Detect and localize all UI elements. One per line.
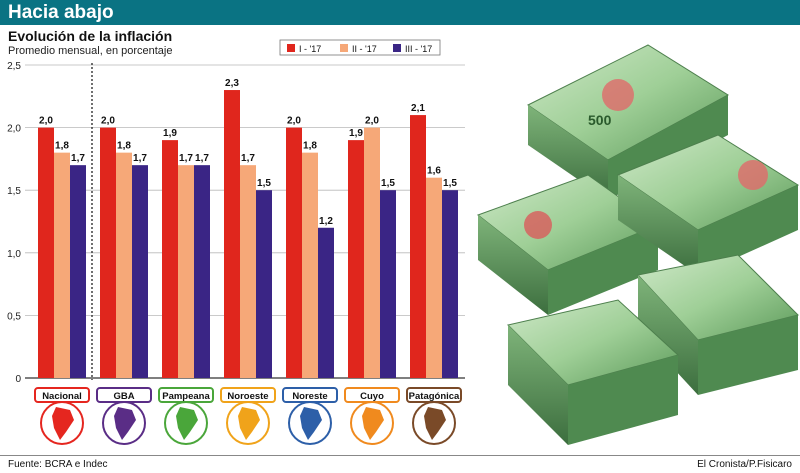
data-label: 2,0 xyxy=(365,116,379,127)
bar xyxy=(348,140,364,378)
region-map-shape xyxy=(114,407,136,440)
data-label: 2,0 xyxy=(287,116,301,127)
banknote-stack xyxy=(616,134,800,275)
data-label: 1,5 xyxy=(443,178,457,189)
legend-label: I - '17 xyxy=(299,44,321,54)
region-label: Nacional xyxy=(42,391,82,402)
banknote-stack xyxy=(507,299,680,445)
bar xyxy=(380,190,396,378)
region-map-shape xyxy=(424,407,446,440)
data-label: 2,0 xyxy=(39,116,53,127)
data-label: 1,7 xyxy=(133,153,147,164)
banknote-value-label: 500 xyxy=(588,112,612,128)
data-label: 1,9 xyxy=(163,128,177,139)
legend-label: III - '17 xyxy=(405,44,432,54)
region-label: Noroeste xyxy=(227,391,268,402)
bar xyxy=(70,165,86,378)
data-label: 1,7 xyxy=(71,153,85,164)
legend-swatch xyxy=(393,44,401,52)
bar xyxy=(426,177,442,378)
bar xyxy=(194,165,210,378)
data-label: 1,8 xyxy=(303,141,317,152)
header-bar: Hacia abajo xyxy=(0,0,800,25)
y-tick-label: 2,5 xyxy=(7,61,21,72)
page-title: Hacia abajo xyxy=(8,2,114,23)
data-label: 2,3 xyxy=(225,78,239,89)
bar xyxy=(54,152,70,378)
banknote-stack xyxy=(476,174,660,315)
bar-chart: 00,51,01,52,02,52,0 2,01,92,32,01,92,11,8… xyxy=(7,39,465,445)
data-label: 1,2 xyxy=(319,216,333,227)
region-label: Noreste xyxy=(292,391,327,402)
data-label: 1,7 xyxy=(241,153,255,164)
legend-swatch xyxy=(340,44,348,52)
y-tick-label: 1,0 xyxy=(7,249,21,260)
legend-label: II - '17 xyxy=(352,44,377,54)
bar xyxy=(302,152,318,378)
bar xyxy=(224,90,240,378)
bar xyxy=(240,165,256,378)
region-label: Pampeana xyxy=(162,391,210,402)
region-label: GBA xyxy=(113,391,134,402)
y-tick-label: 1,5 xyxy=(7,186,21,197)
data-label: 1,8 xyxy=(55,141,69,152)
data-label: 1,7 xyxy=(179,153,193,164)
footer-source: Fuente: BCRA e Indec xyxy=(8,459,108,470)
data-label: 1,5 xyxy=(257,178,271,189)
y-tick-label: 0 xyxy=(15,374,21,385)
region-label: Cuyo xyxy=(360,391,384,402)
footer-divider xyxy=(0,455,800,456)
y-tick-label: 0,5 xyxy=(7,311,21,322)
region-map-shape xyxy=(238,407,260,440)
legend-swatch xyxy=(287,44,295,52)
bar xyxy=(410,115,426,378)
data-label: 1,5 xyxy=(381,178,395,189)
bar xyxy=(256,190,272,378)
footer-credit: El Cronista/P.Fisicaro xyxy=(697,459,792,470)
bar xyxy=(116,152,132,378)
data-label: 1,6 xyxy=(427,166,441,177)
data-label: 1,7 xyxy=(195,153,209,164)
region-label: Patagónica xyxy=(409,391,460,402)
data-label: 1,9 xyxy=(349,128,363,139)
banknotes-photo: 500 xyxy=(476,44,800,445)
banknote-stack xyxy=(637,254,799,395)
region-map-shape xyxy=(52,407,74,440)
bar xyxy=(318,227,334,378)
bar xyxy=(178,165,194,378)
bar xyxy=(38,127,54,378)
bar xyxy=(286,127,302,378)
bar xyxy=(364,127,380,378)
y-tick-label: 2,0 xyxy=(7,124,21,135)
chart-subtitle: Promedio mensual, en porcentaje xyxy=(8,45,173,57)
region-map-shape xyxy=(300,407,322,440)
data-label: 2,0 xyxy=(101,116,115,127)
data-label: 2,1 xyxy=(411,103,425,114)
region-map-shape xyxy=(176,407,198,440)
bar xyxy=(100,127,116,378)
bar xyxy=(442,190,458,378)
bar xyxy=(162,140,178,378)
region-map-shape xyxy=(362,407,384,440)
data-label: 1,8 xyxy=(117,141,131,152)
bar xyxy=(132,165,148,378)
chart-title: Evolución de la inflación xyxy=(8,28,173,44)
